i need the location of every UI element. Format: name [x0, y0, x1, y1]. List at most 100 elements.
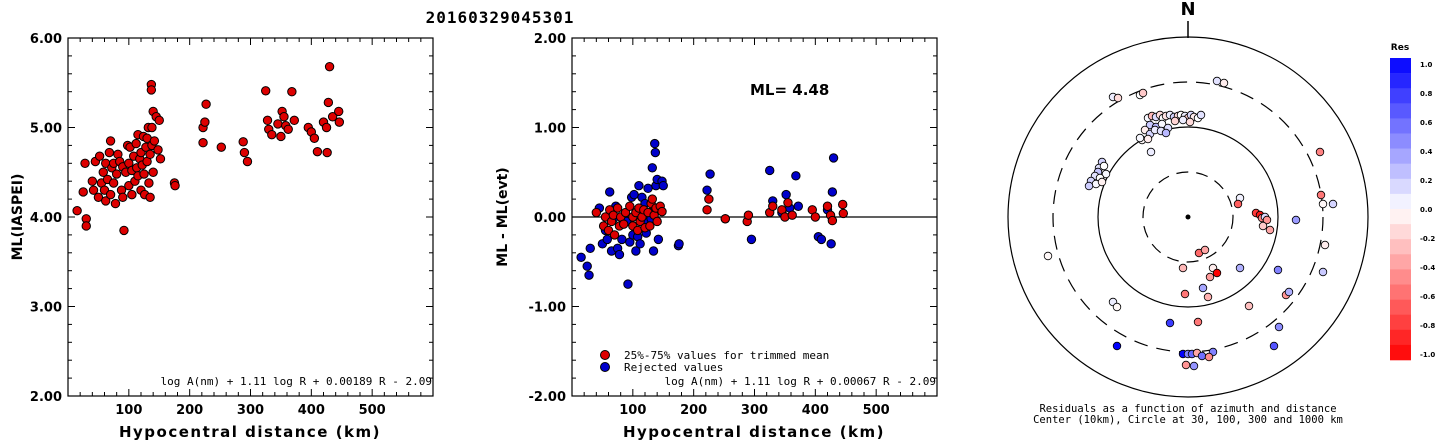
data-point: [111, 169, 122, 179]
rejected-point: [576, 252, 586, 262]
left-formula: log A(nm) + 1.11 log R + 0.00189 R - 2.0…: [160, 375, 432, 388]
station-marker: [1269, 341, 1279, 351]
station-marker: [1178, 263, 1188, 273]
trimmed-point: [591, 207, 602, 218]
data-point: [334, 117, 345, 127]
trimmed-point: [652, 216, 662, 227]
trimmed-point: [783, 197, 793, 208]
data-point: [276, 131, 286, 142]
residual-colorbar: Res 1.0 0.8 0.6 0.4 0.2 0.0 -0.2 -0.4 -0.6 -0.8 -1…: [1390, 43, 1435, 361]
left-data-points: [72, 61, 345, 236]
data-point: [105, 136, 116, 146]
station-marker: [1185, 117, 1195, 127]
station-marker: [1219, 78, 1229, 88]
colorbar-cell: [1390, 133, 1411, 149]
data-point: [312, 146, 323, 157]
x-tick-label: 500: [359, 403, 386, 418]
data-point: [239, 147, 250, 158]
rejected-point: [584, 270, 594, 280]
data-point: [87, 176, 98, 186]
colorbar-cell: [1390, 239, 1411, 255]
colorbar-tick-label: 0.4: [1420, 148, 1433, 156]
colorbar-tick-label: 0.0: [1420, 206, 1433, 214]
colorbar-cell: [1390, 163, 1411, 180]
rejected-point: [647, 163, 657, 173]
data-point: [287, 87, 297, 97]
station-marker: [1320, 240, 1330, 250]
data-point: [101, 196, 111, 206]
station-marker: [1143, 134, 1153, 144]
rejected-point: [648, 246, 659, 256]
colorbar-cell: [1390, 329, 1411, 346]
data-point: [145, 149, 155, 160]
data-point: [198, 138, 208, 148]
station-marker: [1113, 93, 1123, 103]
station-marker: [1181, 360, 1191, 370]
data-point: [154, 115, 164, 126]
middle-panel: -2.00 -1.00 0.00 1.00 2.00 100 200 300 400 500 M…: [495, 32, 938, 441]
data-point: [108, 178, 119, 188]
legend-rejected-marker: [600, 362, 610, 372]
colorbar-tick-label: 0.2: [1420, 177, 1433, 185]
y-tick-label: 2.00: [534, 32, 566, 47]
left-y-ticks: 2.00 3.00 4.00 5.00 6.00: [30, 32, 433, 405]
station-marker: [1265, 225, 1275, 235]
data-point: [267, 129, 277, 140]
data-point: [149, 136, 160, 146]
rejected-point: [793, 201, 803, 211]
data-point: [72, 206, 82, 216]
north-label: N: [1180, 0, 1195, 20]
data-point: [200, 117, 210, 127]
colorbar-cell: [1390, 314, 1411, 331]
colorbar-cell: [1390, 148, 1411, 164]
trimmed-point: [827, 215, 838, 226]
left-plot-frame: [67, 37, 434, 397]
station-marker: [1097, 177, 1107, 187]
y-tick-label: 3.00: [30, 301, 62, 316]
data-point: [105, 189, 116, 200]
rejected-point: [643, 183, 653, 194]
data-point: [279, 112, 289, 122]
station-marker: [1318, 199, 1328, 209]
station-marker: [1099, 161, 1109, 171]
trimmed-point: [657, 206, 667, 217]
station-marker: [1165, 318, 1175, 328]
station-marker: [1315, 147, 1325, 157]
rejected-point: [658, 180, 668, 191]
x-tick-label: 400: [298, 403, 325, 418]
trimmed-point: [609, 230, 620, 240]
rejected-point: [791, 171, 801, 181]
station-marker: [1180, 289, 1190, 299]
data-point: [323, 97, 334, 108]
station-marker: [1262, 215, 1272, 225]
x-tick-label: 300: [237, 403, 264, 418]
station-marker: [1318, 267, 1328, 277]
x-tick-label: 200: [680, 403, 707, 418]
colorbar-cell: [1390, 344, 1411, 361]
middle-data-points: [576, 138, 849, 289]
rejected-point: [702, 185, 712, 195]
trimmed-point: [787, 210, 797, 220]
station-marker: [1212, 268, 1222, 278]
data-point: [131, 138, 141, 149]
x-tick-label: 300: [741, 403, 768, 418]
data-point: [80, 158, 90, 169]
data-point: [147, 122, 157, 133]
colorbar-cell: [1390, 103, 1411, 119]
trimmed-point: [619, 219, 629, 229]
station-marker: [1170, 116, 1180, 126]
colorbar-ticks: 1.0 0.8 0.6 0.4 0.2 0.0 -0.2 -0.4 -0.6 -0.8 -1.0: [1420, 61, 1435, 359]
polar-caption-line2: Center (10km), Circle at 30, 100, 300 an…: [1033, 414, 1343, 426]
data-point: [238, 137, 248, 147]
data-point: [201, 99, 211, 109]
colorbar-tick-label: 0.8: [1420, 90, 1433, 98]
rejected-point: [585, 243, 595, 254]
data-point: [119, 225, 129, 236]
event-title: 20160329045301: [425, 8, 575, 27]
y-tick-label: -1.00: [529, 301, 566, 316]
data-point: [127, 189, 137, 200]
station-marker: [1161, 128, 1171, 138]
rejected-point: [650, 138, 660, 149]
data-point: [118, 192, 128, 203]
